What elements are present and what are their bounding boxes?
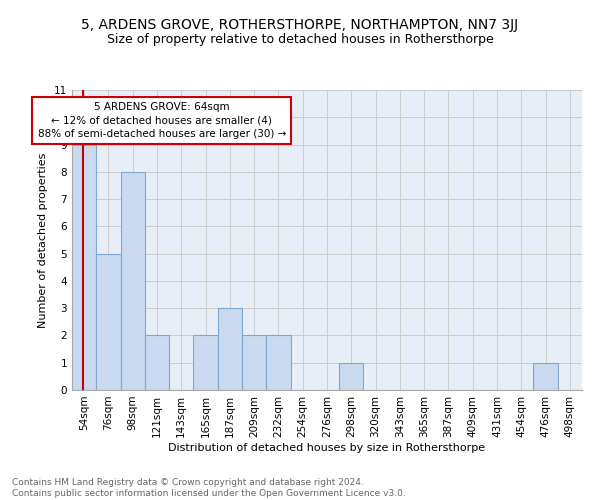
Bar [339, 362, 364, 390]
Bar [218, 308, 242, 390]
Bar [533, 362, 558, 390]
Text: 5 ARDENS GROVE: 64sqm
← 12% of detached houses are smaller (4)
88% of semi-detac: 5 ARDENS GROVE: 64sqm ← 12% of detached … [38, 102, 286, 139]
Bar [266, 336, 290, 390]
Text: 5, ARDENS GROVE, ROTHERSTHORPE, NORTHAMPTON, NN7 3JJ: 5, ARDENS GROVE, ROTHERSTHORPE, NORTHAMP… [82, 18, 518, 32]
Bar [193, 336, 218, 390]
Bar [145, 336, 169, 390]
Y-axis label: Number of detached properties: Number of detached properties [38, 152, 49, 328]
Text: Contains HM Land Registry data © Crown copyright and database right 2024.
Contai: Contains HM Land Registry data © Crown c… [12, 478, 406, 498]
Text: Size of property relative to detached houses in Rothersthorpe: Size of property relative to detached ho… [107, 32, 493, 46]
Bar [121, 172, 145, 390]
Bar [242, 336, 266, 390]
Bar [72, 144, 96, 390]
X-axis label: Distribution of detached houses by size in Rothersthorpe: Distribution of detached houses by size … [169, 442, 485, 452]
Bar [96, 254, 121, 390]
